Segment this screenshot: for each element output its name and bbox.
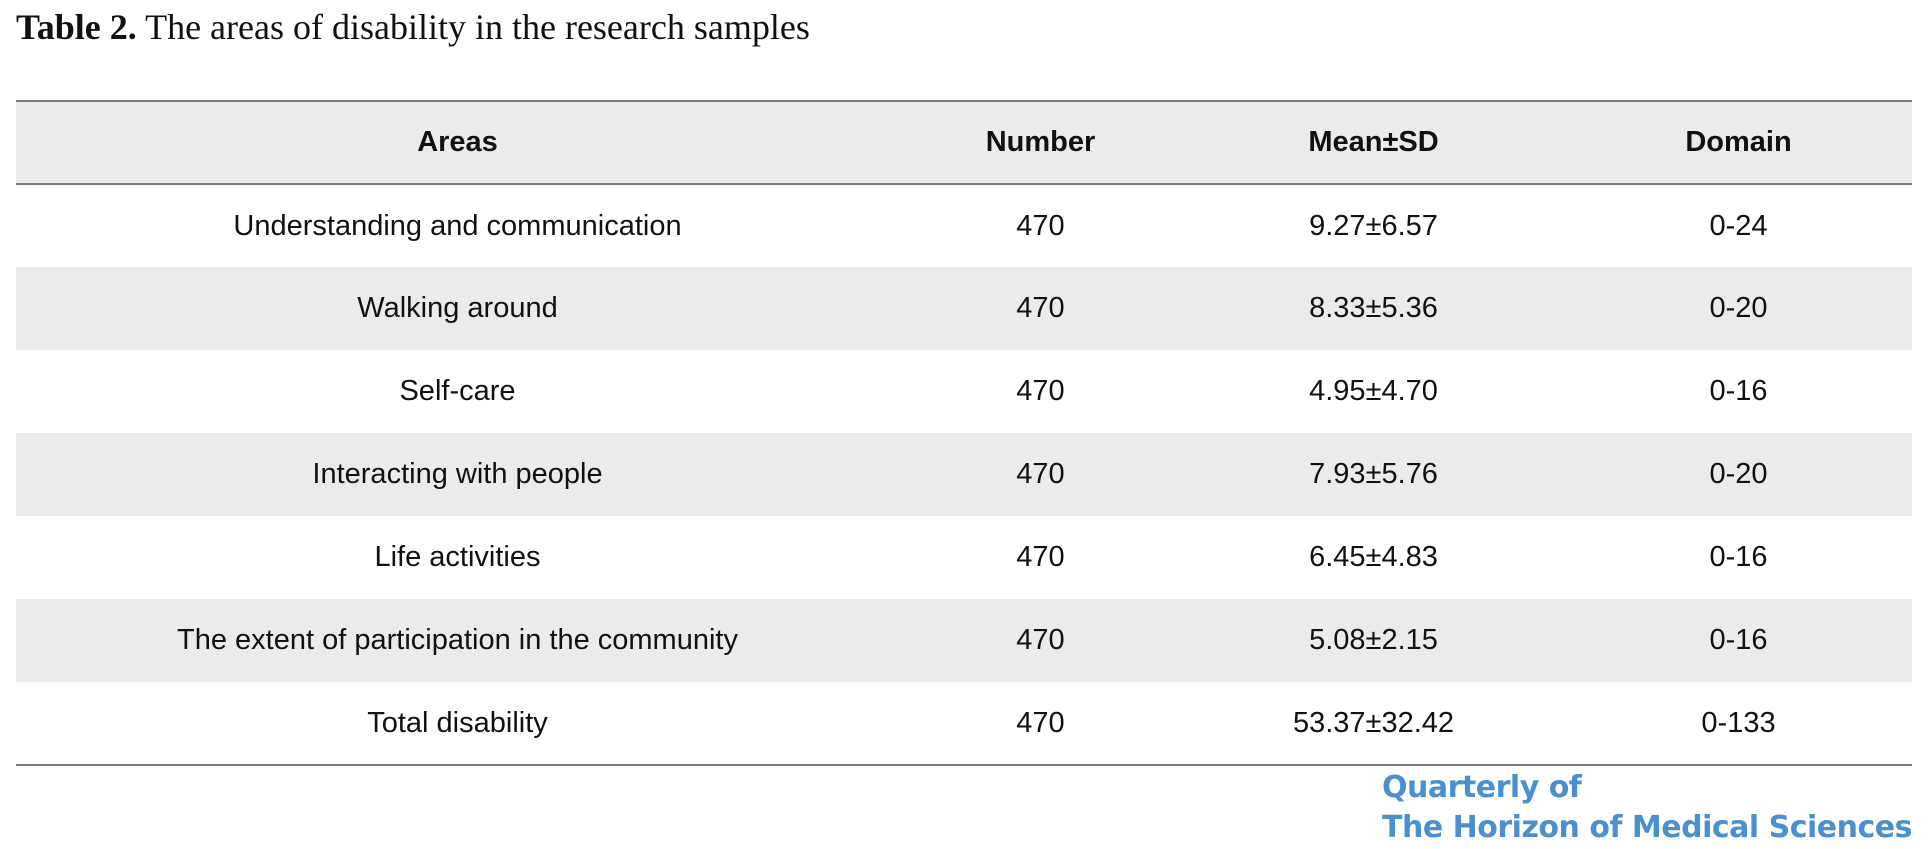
cell-area: Understanding and communication (233, 209, 682, 242)
cell-number: 470 (1016, 624, 1065, 656)
cell-domain: 0-133 (1701, 706, 1776, 739)
cell-domain: 0-20 (1709, 458, 1768, 490)
cell-area: The extent of participation in the commu… (177, 624, 738, 656)
cell-mean-sd: 6.45±4.83 (1309, 541, 1438, 573)
cell-number: 470 (1016, 292, 1065, 324)
cell-number: 470 (1016, 458, 1065, 490)
table-row: Total disability 470 53.37±32.42 0-133 (16, 682, 1912, 765)
cell-domain: 0-16 (1709, 541, 1768, 573)
cell-number: 470 (1016, 541, 1065, 573)
journal-logo-line-2: The Horizon of Medical Sciences (1382, 810, 1912, 845)
cell-area: Walking around (357, 292, 558, 324)
cell-mean-sd: 7.93±5.76 (1309, 458, 1438, 490)
cell-area: Interacting with people (312, 458, 603, 490)
cell-mean-sd: 4.95±4.70 (1309, 375, 1438, 407)
cell-mean-sd: 8.33±5.36 (1309, 292, 1438, 324)
cell-mean-sd: 53.37±32.42 (1292, 706, 1455, 739)
cell-mean-sd: 5.08±2.15 (1309, 624, 1438, 656)
table-header-row: Areas Number Mean±SD Domain (16, 101, 1912, 184)
cell-domain: 0-24 (1709, 209, 1768, 242)
table-row: Understanding and communication 470 9.27… (16, 184, 1912, 267)
cell-area: Self-care (399, 375, 516, 407)
cell-number: 470 (1016, 375, 1065, 407)
header-mean-sd: Mean±SD (1308, 126, 1439, 158)
cell-number: 470 (1016, 706, 1065, 739)
disability-areas-table: Areas Number Mean±SD Domain Understandin… (16, 100, 1912, 766)
header-areas: Areas (417, 126, 498, 158)
table-row: Self-care 470 4.95±4.70 0-16 (16, 350, 1912, 433)
cell-domain: 0-16 (1709, 624, 1768, 656)
table-caption-text: The areas of disability in the research … (145, 7, 810, 47)
header-number: Number (985, 126, 1096, 158)
journal-logo-line-1: Quarterly of (1382, 770, 1582, 805)
table-row: The extent of participation in the commu… (16, 599, 1912, 682)
table-caption: Table 2. The areas of disability in the … (16, 6, 810, 48)
cell-mean-sd: 9.27±6.57 (1309, 209, 1438, 242)
journal-logo: Quarterly of The Horizon of Medical Scie… (1382, 768, 1912, 848)
table-caption-label: Table 2. (16, 7, 137, 47)
table-row: Interacting with people 470 7.93±5.76 0-… (16, 433, 1912, 516)
cell-domain: 0-20 (1709, 292, 1768, 324)
header-domain: Domain (1685, 126, 1792, 158)
cell-area: Total disability (367, 706, 548, 739)
cell-area: Life activities (374, 541, 541, 573)
table-row: Life activities 470 6.45±4.83 0-16 (16, 516, 1912, 599)
table-row: Walking around 470 8.33±5.36 0-20 (16, 267, 1912, 350)
cell-domain: 0-16 (1709, 375, 1768, 407)
cell-number: 470 (1016, 209, 1065, 242)
